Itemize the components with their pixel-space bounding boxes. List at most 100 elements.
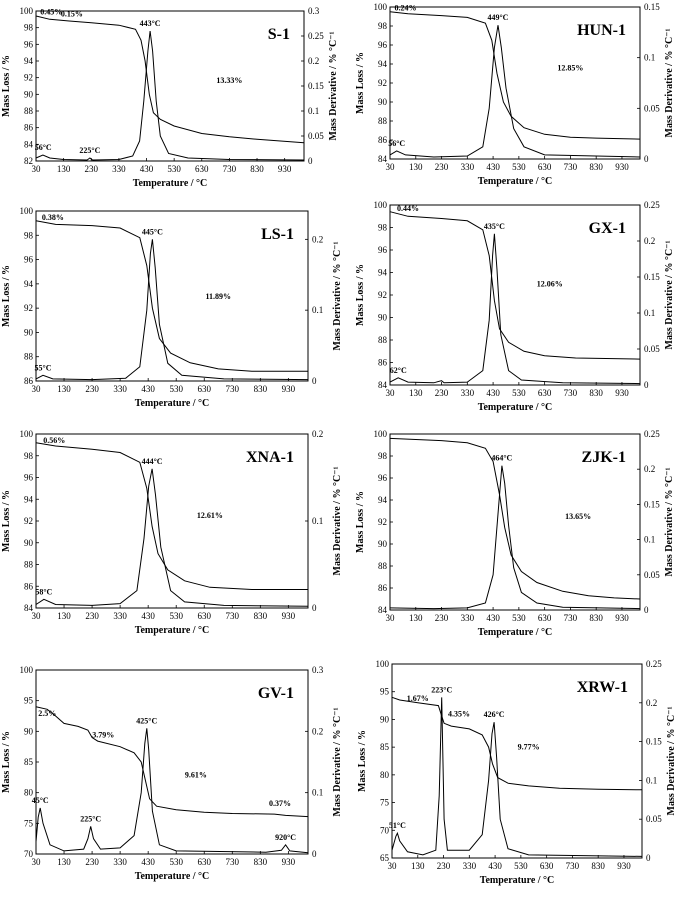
x-tick-label: 830 [250, 164, 264, 174]
dtg-curve [35, 468, 309, 607]
annotation-label: 2.5% [38, 709, 56, 718]
annotation-label: 223°C [431, 685, 452, 694]
x-tick-label: 930 [615, 162, 629, 172]
annotation-label: 445°C [142, 227, 163, 236]
annotation-label: 444°C [142, 457, 163, 466]
y-tick-label: 88 [378, 335, 388, 345]
panel-title: GV-1 [258, 685, 294, 702]
y-tick-label: 94 [24, 56, 34, 66]
annotation-label: 443°C [140, 19, 161, 28]
y-tick-label: 95 [24, 696, 34, 706]
y2-tick-label: 0.1 [312, 305, 323, 315]
x-tick-label: 630 [538, 162, 552, 172]
y2-tick-label: 0.2 [312, 726, 323, 736]
x-tick-label: 530 [512, 388, 526, 398]
y2-tick-label: 0.3 [312, 665, 324, 675]
annotation-label: 51°C [389, 821, 406, 830]
y-tick-label: 70 [24, 849, 34, 859]
y-tick-label: 92 [378, 290, 387, 300]
annotation-label: 55°C [35, 363, 52, 372]
x-tick-label: 330 [461, 388, 475, 398]
dtg-curve [389, 25, 641, 158]
dtg-curve [391, 697, 643, 857]
annotation-label: 920°C [275, 833, 296, 842]
x-tick-label: 30 [388, 861, 398, 871]
y-tick-label: 88 [24, 106, 34, 116]
x-tick-label: 230 [85, 857, 99, 867]
y-tick-label: 80 [24, 788, 34, 798]
y-tick-label: 90 [380, 714, 390, 724]
y-tick-label: 92 [24, 516, 33, 526]
y2-axis-label: Mass Derivative / % °C⁻¹ [664, 29, 675, 138]
y-tick-label: 85 [380, 742, 390, 752]
y-tick-label: 92 [24, 303, 33, 313]
y-tick-label: 86 [24, 123, 34, 133]
x-tick-label: 30 [32, 384, 42, 394]
chart-panel-4: 30 130 230 330 430 530 630 730 830 930 84 86 88 90 92 9… [355, 200, 675, 413]
y-tick-label: 86 [24, 581, 34, 591]
y2-tick-label: 0.1 [312, 516, 323, 526]
x-tick-label: 830 [254, 857, 268, 867]
y2-tick-label: 0.15 [646, 737, 662, 747]
annotation-label: 58°C [35, 587, 52, 596]
x-axis-label: Temperature / °C [480, 875, 555, 886]
y2-tick-label: 0.2 [646, 698, 657, 708]
x-tick-label: 430 [488, 861, 502, 871]
x-tick-label: 630 [197, 857, 211, 867]
y2-tick-label: 0.05 [646, 814, 662, 824]
x-tick-label: 730 [226, 384, 240, 394]
y-tick-label: 96 [24, 473, 34, 483]
x-tick-label: 330 [461, 613, 475, 623]
x-tick-label: 430 [141, 611, 155, 621]
y2-tick-label: 0.15 [308, 81, 324, 91]
annotation-label: 449°C [487, 13, 508, 22]
y2-tick-label: 0 [644, 380, 649, 390]
x-tick-label: 330 [113, 857, 127, 867]
x-tick-label: 930 [615, 388, 629, 398]
x-tick-label: 130 [411, 861, 425, 871]
annotation-label: 0.15% [61, 9, 83, 18]
y-axis-label: Mass Loss / % [355, 264, 366, 326]
panel-title: GX-1 [589, 220, 626, 237]
y2-tick-label: 0.25 [646, 659, 662, 669]
tga-curve [389, 437, 641, 600]
x-tick-label: 530 [514, 861, 528, 871]
y2-axis-label: Mass Derivative / % °C⁻¹ [332, 708, 343, 817]
y-tick-label: 96 [378, 473, 388, 483]
chart-panel-1: 30 130 230 330 430 530 630 730 830 930 82 84 86 88 90 9… [1, 6, 339, 189]
x-tick-label: 930 [615, 613, 629, 623]
y-tick-label: 88 [378, 561, 388, 571]
x-tick-label: 530 [512, 613, 526, 623]
x-tick-label: 330 [461, 162, 475, 172]
y-tick-label: 98 [378, 451, 388, 461]
annotation-label: 9.77% [518, 743, 540, 752]
tga-curve [35, 442, 308, 590]
x-tick-label: 230 [437, 861, 451, 871]
y-tick-label: 84 [378, 380, 388, 390]
y-tick-label: 98 [24, 451, 34, 461]
y2-tick-label: 0 [644, 154, 649, 164]
y-tick-label: 100 [20, 665, 34, 675]
x-tick-label: 130 [57, 611, 71, 621]
chart-panel-5: 30 130 230 330 430 530 630 730 830 930 84 86 88 90 92 9… [1, 429, 343, 636]
x-tick-label: 130 [57, 857, 71, 867]
y-tick-label: 84 [378, 605, 388, 615]
x-tick-label: 330 [113, 611, 127, 621]
annotation-label: 464°C [491, 454, 512, 463]
x-tick-label: 430 [140, 164, 154, 174]
y-tick-label: 86 [378, 135, 388, 145]
x-axis-label: Temperature / °C [478, 176, 553, 187]
x-tick-label: 530 [512, 162, 526, 172]
y2-tick-label: 0.3 [308, 6, 320, 16]
y2-axis-label: Mass Derivative / % °C⁻¹ [332, 242, 343, 351]
x-tick-label: 230 [85, 611, 99, 621]
tga-curve [389, 211, 641, 360]
y-tick-label: 84 [24, 603, 34, 613]
y2-tick-label: 0.2 [644, 464, 655, 474]
y2-tick-label: 0.05 [644, 103, 660, 113]
x-tick-label: 330 [113, 384, 127, 394]
chart-panel-7: 30 130 230 330 430 530 630 730 830 930 70 75 80 85 90 9… [1, 665, 343, 882]
y-tick-label: 100 [20, 206, 34, 216]
x-tick-label: 530 [167, 164, 181, 174]
x-tick-label: 430 [486, 162, 500, 172]
